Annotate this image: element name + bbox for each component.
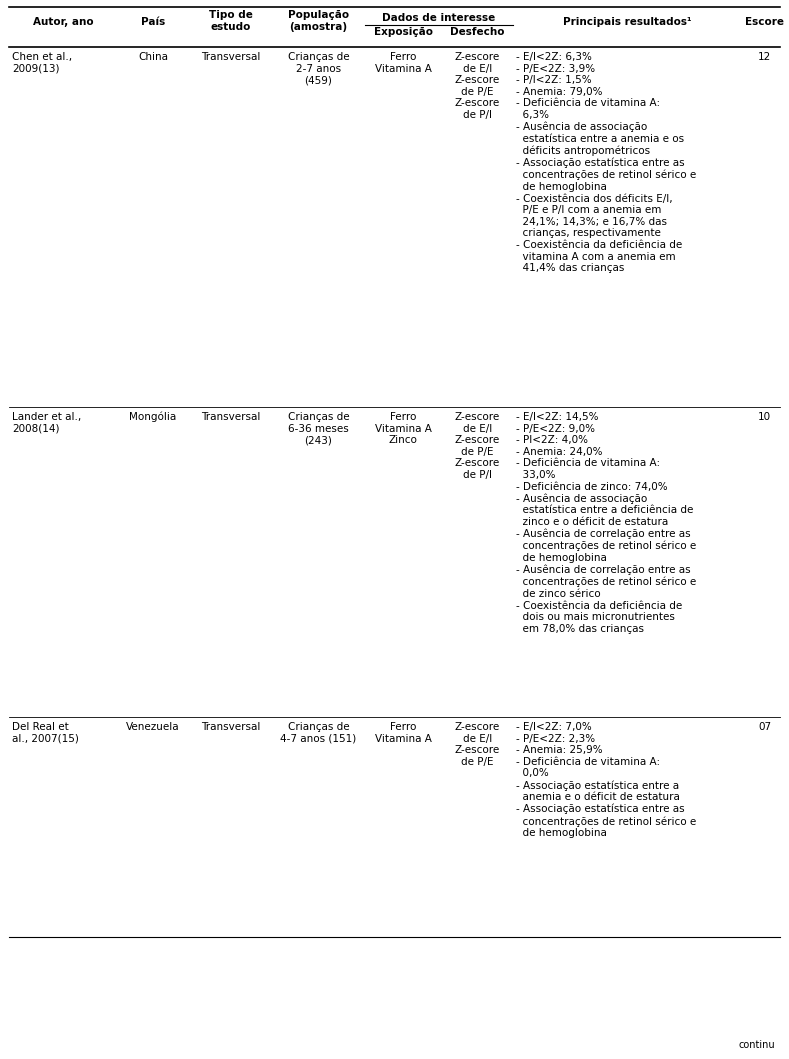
- Text: Ferro
Vitamina A: Ferro Vitamina A: [375, 52, 432, 73]
- Text: Z-escore
de E/I
Z-escore
de P/E
Z-escore
de P/I: Z-escore de E/I Z-escore de P/E Z-escore…: [454, 52, 500, 120]
- Text: China: China: [138, 52, 168, 62]
- Text: Principais resultados¹: Principais resultados¹: [563, 17, 691, 26]
- Text: Dados de interesse: Dados de interesse: [382, 13, 495, 23]
- Text: - E/I<2Z: 14,5%
- P/E<2Z: 9,0%
- PI<2Z: 4,0%
- Anemia: 24,0%
- Deficiência de vi: - E/I<2Z: 14,5% - P/E<2Z: 9,0% - PI<2Z: …: [516, 412, 696, 633]
- Text: Crianças de
6-36 meses
(243): Crianças de 6-36 meses (243): [287, 412, 350, 445]
- Text: Del Real et
al., 2007(15): Del Real et al., 2007(15): [13, 722, 80, 743]
- Text: 10: 10: [758, 412, 771, 421]
- Text: Crianças de
2-7 anos
(459): Crianças de 2-7 anos (459): [287, 52, 350, 85]
- Text: Transversal: Transversal: [201, 412, 260, 421]
- Text: Desfecho: Desfecho: [450, 26, 505, 37]
- Text: Ferro
Vitamina A
Zinco: Ferro Vitamina A Zinco: [375, 412, 432, 445]
- Text: Ferro
Vitamina A: Ferro Vitamina A: [375, 722, 432, 743]
- Text: População
(amostra): População (amostra): [288, 11, 349, 32]
- Text: Crianças de
4-7 anos (151): Crianças de 4-7 anos (151): [280, 722, 357, 743]
- Text: 07: 07: [758, 722, 771, 732]
- Text: País: País: [141, 17, 165, 26]
- Text: Venezuela: Venezuela: [126, 722, 180, 732]
- Text: Escore: Escore: [745, 17, 784, 26]
- Text: Autor, ano: Autor, ano: [33, 17, 93, 26]
- Text: 12: 12: [758, 52, 771, 62]
- Text: Transversal: Transversal: [201, 52, 260, 62]
- Text: Transversal: Transversal: [201, 722, 260, 732]
- Text: Chen et al.,
2009(13): Chen et al., 2009(13): [13, 52, 73, 73]
- Text: Z-escore
de E/I
Z-escore
de P/E
Z-escore
de P/I: Z-escore de E/I Z-escore de P/E Z-escore…: [454, 412, 500, 480]
- Text: Lander et al.,
2008(14): Lander et al., 2008(14): [13, 412, 82, 433]
- Text: - E/I<2Z: 6,3%
- P/E<2Z: 3,9%
- P/I<2Z: 1,5%
- Anemia: 79,0%
- Deficiência de vi: - E/I<2Z: 6,3% - P/E<2Z: 3,9% - P/I<2Z: …: [516, 52, 696, 273]
- Text: Z-escore
de E/I
Z-escore
de P/E: Z-escore de E/I Z-escore de P/E: [454, 722, 500, 767]
- Text: - E/I<2Z: 7,0%
- P/E<2Z: 2,3%
- Anemia: 25,9%
- Deficiência de vitamina A:
  0,0: - E/I<2Z: 7,0% - P/E<2Z: 2,3% - Anemia: …: [516, 722, 696, 839]
- Text: Mongólia: Mongólia: [129, 412, 177, 423]
- Text: continu: continu: [739, 1040, 775, 1051]
- Text: Tipo de
estudo: Tipo de estudo: [209, 11, 252, 32]
- Text: Exposição: Exposição: [374, 26, 432, 37]
